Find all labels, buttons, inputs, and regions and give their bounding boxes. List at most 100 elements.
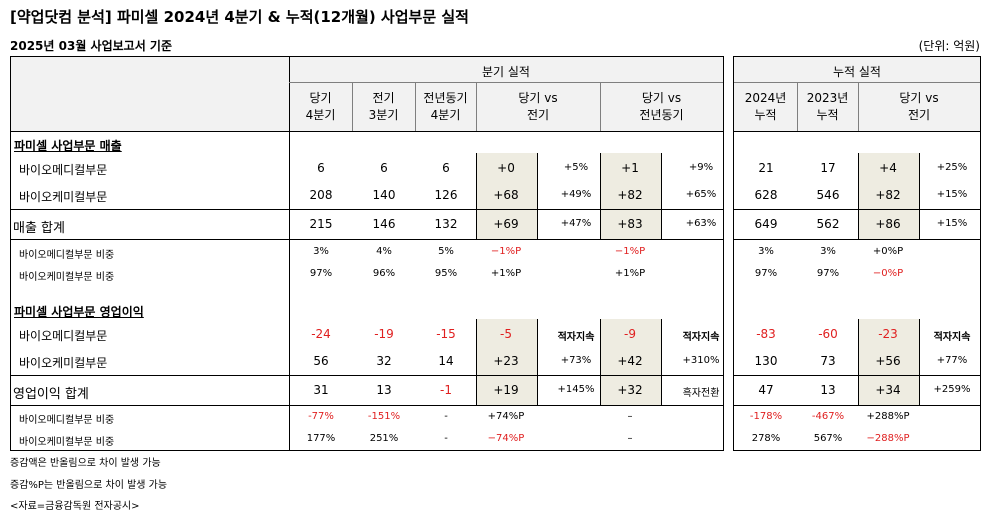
table-cell: +86	[875, 217, 901, 231]
footnote-source: <자료=금융감독원 전자공시>	[10, 501, 140, 512]
table-cell: -	[444, 411, 448, 422]
table-cell: +47%	[560, 218, 592, 229]
table-cell: 140	[372, 188, 396, 202]
table-cell: 적자지속	[682, 332, 720, 343]
table-cell: -5	[500, 327, 512, 341]
table-cell: 546	[816, 188, 840, 202]
row-label: 매출 합계	[13, 221, 65, 236]
row-label: 바이오케미컬부문 비중	[19, 272, 115, 283]
cumulative-panel: 누적 실적 2024년 누적 2023년 누적 당기 vs 전기 21 17 +4 +25%…	[733, 56, 981, 451]
table-cell: 649	[754, 217, 778, 231]
table-cell: 흑자전환	[682, 388, 720, 399]
table-cell: +82	[617, 188, 643, 202]
table-cell: +0%P	[872, 246, 904, 257]
table-cell: 567%	[813, 433, 843, 444]
table-cell: -151%	[367, 411, 401, 422]
table-cell: +4	[879, 161, 897, 175]
table-cell: -178%	[749, 411, 783, 422]
table-cell: -467%	[811, 411, 845, 422]
table-cell: +9%	[688, 162, 714, 173]
table-cell: -60	[818, 327, 838, 341]
table-cell: −1%P	[614, 246, 646, 257]
table-cell: 32	[376, 354, 392, 368]
group-quarter: 분기 실적	[482, 65, 530, 79]
table-cell: 적자지속	[933, 332, 971, 343]
table-cell: +82	[875, 188, 901, 202]
table-cell: -19	[374, 327, 394, 341]
table-cell: +77%	[936, 355, 968, 366]
table-cell: 13	[820, 383, 836, 397]
row-label: 바이오케미컬부문	[19, 190, 108, 204]
table-cell: +1	[621, 161, 639, 175]
table-cell: +69	[493, 217, 519, 231]
table-cell: -	[444, 433, 448, 444]
table-cell: 14	[438, 354, 454, 368]
table-cell: +73%	[560, 355, 592, 366]
section-op: 파미셀 사업부문 영업이익	[14, 305, 144, 319]
table-cell: +65%	[685, 189, 717, 200]
report-basis: 2025년 03월 사업보고서 기준	[10, 39, 172, 53]
table-cell: 6	[380, 161, 388, 175]
table-cell: 215	[309, 217, 333, 231]
table-cell: -83	[756, 327, 776, 341]
table-cell: +32	[617, 383, 643, 397]
table-cell: +56	[875, 354, 901, 368]
table-cell: -9	[624, 327, 636, 341]
table-cell: 3%	[758, 246, 774, 257]
table-cell: -23	[878, 327, 898, 341]
table-cell: +68	[493, 188, 519, 202]
table-cell: 5%	[438, 246, 454, 257]
table-cell: 3%	[313, 246, 329, 257]
quarter-header	[11, 57, 723, 132]
table-cell: 96%	[372, 268, 396, 279]
table-cell: 132	[434, 217, 458, 231]
col-prev-q: 전기 3분기	[368, 91, 399, 122]
table-cell: +19	[493, 383, 519, 397]
table-cell: -77%	[308, 411, 334, 422]
footnote-2: 증감%P는 반올림으로 차이 발생 가능	[10, 480, 168, 491]
col-cum-vs: 당기 vs 전기	[899, 91, 939, 122]
row-label: 바이오메디컬부문 비중	[19, 250, 115, 261]
table-cell: 130	[754, 354, 778, 368]
col-vs-prev: 당기 vs 전기	[518, 91, 558, 122]
table-cell: +34	[875, 383, 901, 397]
table-cell: −1%P	[490, 246, 522, 257]
section-sales: 파미셀 사업부문 매출	[14, 139, 122, 153]
table-cell: −74%P	[487, 433, 525, 444]
table-cell: 13	[376, 383, 392, 397]
table-cell: −0%P	[872, 268, 904, 279]
table-cell: 6	[317, 161, 325, 175]
table-cell: +310%	[682, 355, 720, 366]
table-cell: 97%	[816, 268, 840, 279]
table-cell: +49%	[560, 189, 592, 200]
row-label: 바이오메디컬부문 비중	[19, 415, 115, 426]
table-cell: 97%	[754, 268, 778, 279]
table-cell: +23	[493, 354, 519, 368]
table-cell: –	[627, 433, 633, 444]
table-cell: 17	[820, 161, 836, 175]
table-cell: 56	[313, 354, 329, 368]
table-cell: 4%	[376, 246, 392, 257]
table-cell: 251%	[369, 433, 399, 444]
table-cell: −288%P	[866, 433, 910, 444]
col-vs-prev-year: 당기 vs 전년동기	[639, 91, 684, 122]
col-q4: 당기 4분기	[305, 91, 336, 122]
table-cell: -24	[311, 327, 331, 341]
table-cell: +15%	[936, 218, 968, 229]
table-cell: 적자지속	[557, 332, 595, 343]
table-cell: 95%	[434, 268, 458, 279]
table-cell: +259%	[933, 384, 971, 395]
quarter-panel: 분기 실적 당기 4분기 전기 3분기 전년동기 4분기 당기 vs 전기 당기 vs 전…	[10, 56, 724, 451]
table-cell: 31	[313, 383, 329, 397]
table-cell: 97%	[309, 268, 333, 279]
table-cell: +42	[617, 354, 643, 368]
table-cell: 126	[434, 188, 458, 202]
table-cell: +15%	[936, 189, 968, 200]
table-cell: 21	[758, 161, 774, 175]
table-cell: 177%	[306, 433, 336, 444]
row-label: 바이오메디컬부문	[19, 163, 108, 177]
table-cell: -15	[436, 327, 456, 341]
row-label: 영업이익 합계	[13, 387, 89, 402]
table-cell: -1	[440, 383, 452, 397]
table-cell: +63%	[685, 218, 717, 229]
